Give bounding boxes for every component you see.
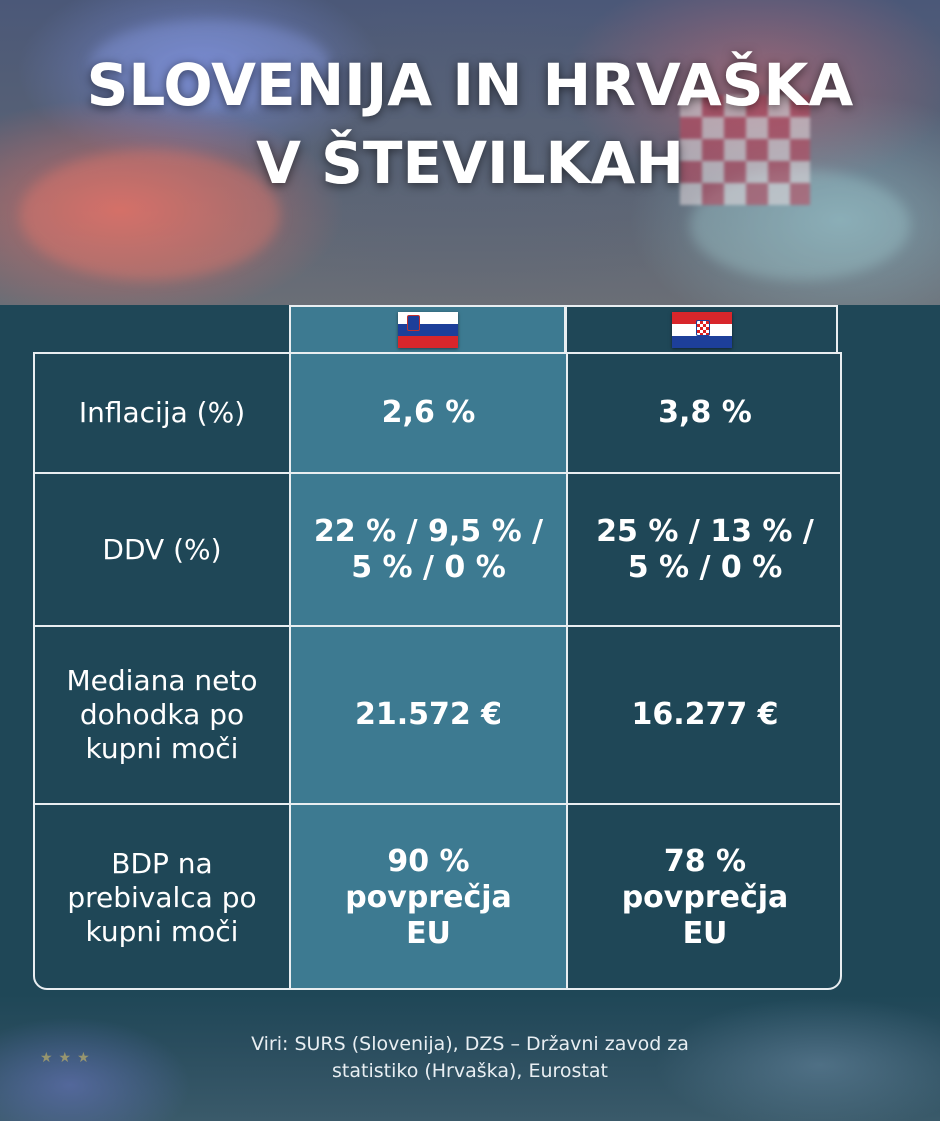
value-line: 2,6 % xyxy=(381,395,476,430)
slovenia-value: 22 % / 9,5 % / 5 % / 0 % xyxy=(291,474,568,625)
label-line: DDV (%) xyxy=(102,532,222,566)
label-line: prebivalca po xyxy=(67,880,257,914)
value-line: 5 % / 0 % xyxy=(351,549,506,585)
croatia-value: 25 % / 13 % / 5 % / 0 % xyxy=(568,474,840,625)
value-line: 16.277 € xyxy=(631,697,779,732)
header-banner: SLOVENIJA IN HRVAŠKA V ŠTEVILKAH xyxy=(0,0,940,305)
smoke-decoration xyxy=(20,150,280,280)
table-row-vat: DDV (%) 22 % / 9,5 % / 5 % / 0 % 25 % / … xyxy=(35,474,840,627)
value-line: 5 % / 0 % xyxy=(627,549,783,585)
footer: ★★★ Viri: SURS (Slovenija), DZS – Državn… xyxy=(0,995,940,1121)
croatia-value: 78 % povprečja EU xyxy=(568,805,840,988)
sources-note: Viri: SURS (Slovenija), DZS – Državni za… xyxy=(170,1031,770,1085)
page-title: SLOVENIJA IN HRVAŠKA V ŠTEVILKAH xyxy=(0,46,940,202)
row-label: DDV (%) xyxy=(35,474,291,625)
croatia-flag-icon xyxy=(671,312,732,348)
comparison-table: Inflacija (%) 2,6 % 3,8 % DDV (%) 22 % /… xyxy=(33,352,842,990)
label-line: BDP na xyxy=(111,846,213,880)
croatian-checkerboard-decoration xyxy=(680,95,810,205)
smoke-decoration xyxy=(90,20,330,110)
slovenia-flag-icon xyxy=(397,312,458,348)
table-row-gdp-per-capita: BDP na prebivalca po kupni moči 90 % pov… xyxy=(35,805,840,988)
croatia-value: 3,8 % xyxy=(568,354,840,472)
slovenia-column-background xyxy=(291,354,568,988)
slovenia-value: 90 % povprečja EU xyxy=(291,805,568,988)
row-label: Mediana neto dohodka po kupni moči xyxy=(35,627,291,803)
value-line: EU xyxy=(682,915,728,951)
value-line: 78 % xyxy=(663,843,747,879)
croatia-column-header xyxy=(565,305,838,353)
label-line: dohodka po xyxy=(79,698,245,731)
value-line: 21.572 € xyxy=(354,697,503,732)
row-label: BDP na prebivalca po kupni moči xyxy=(35,805,291,988)
slovenia-column-header xyxy=(289,305,566,353)
title-line-2: V ŠTEVILKAH xyxy=(256,129,684,197)
value-line: povprečja xyxy=(345,879,512,915)
table-row-inflation: Inflacija (%) 2,6 % 3,8 % xyxy=(35,354,840,474)
eu-stars-decoration-icon: ★★★ xyxy=(40,1050,96,1066)
table-row-median-income: Mediana neto dohodka po kupni moči 21.57… xyxy=(35,627,840,805)
value-line: povprečja xyxy=(621,879,789,915)
sources-line-1: Viri: SURS (Slovenija), DZS – Državni za… xyxy=(251,1033,689,1055)
row-label: Inflacija (%) xyxy=(35,354,291,472)
label-line: kupni moči xyxy=(85,732,239,765)
label-line: Inflacija (%) xyxy=(78,396,246,429)
slovenia-value: 2,6 % xyxy=(291,354,568,472)
value-line: 90 % xyxy=(387,843,470,879)
sources-line-2: statistiko (Hrvaška), Eurostat xyxy=(332,1060,608,1082)
label-line: kupni moči xyxy=(85,914,239,948)
value-line: 25 % / 13 % / xyxy=(596,513,814,549)
croatia-value: 16.277 € xyxy=(568,627,840,803)
title-line-1: SLOVENIJA IN HRVAŠKA xyxy=(86,51,854,119)
value-line: EU xyxy=(406,915,451,951)
slovenia-value: 21.572 € xyxy=(291,627,568,803)
label-line: Mediana neto xyxy=(66,664,258,697)
value-line: 3,8 % xyxy=(658,395,752,430)
value-line: 22 % / 9,5 % / xyxy=(313,513,544,549)
